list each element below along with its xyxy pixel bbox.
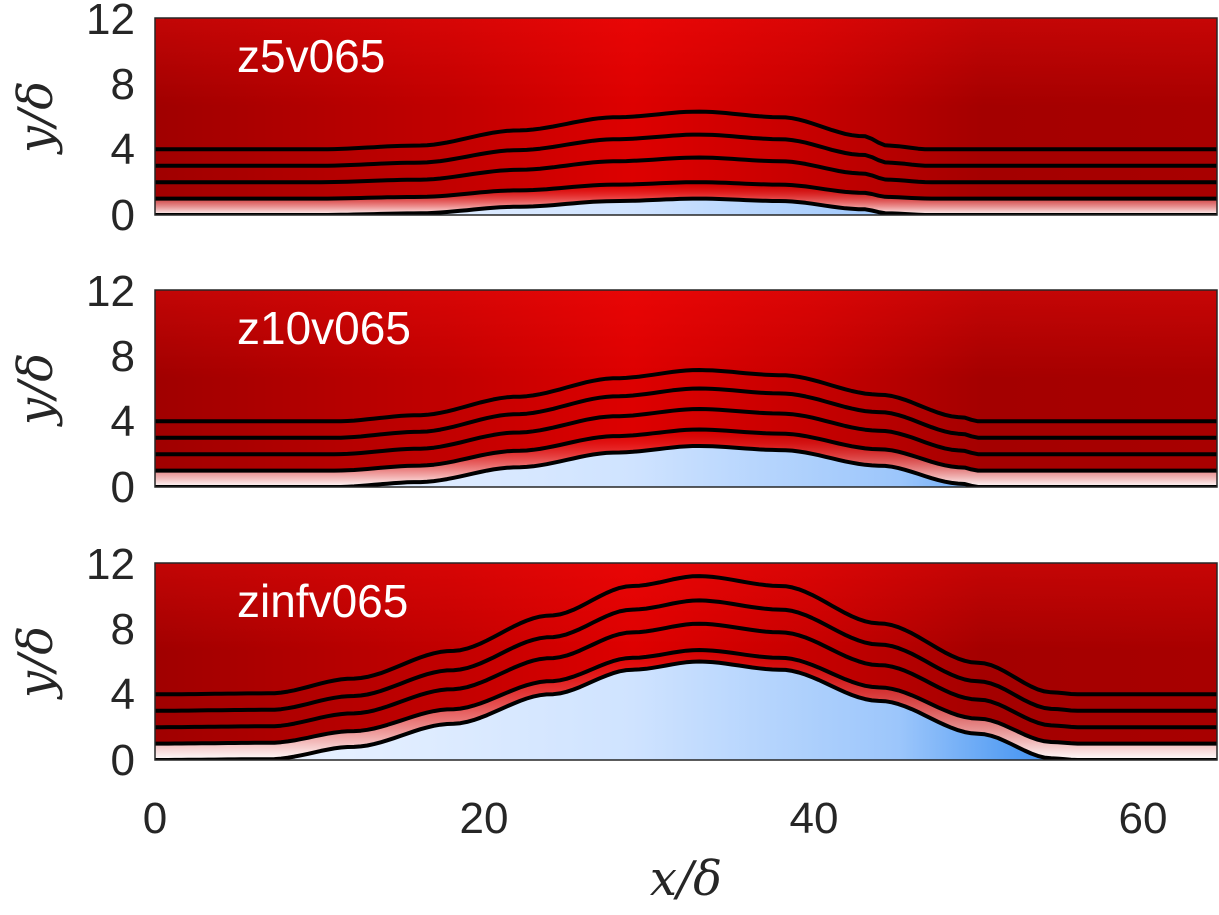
streamline	[155, 386, 1217, 440]
y-tick-label: 4	[111, 397, 135, 446]
streamline	[155, 407, 1217, 457]
shear-layer	[155, 431, 1217, 487]
streamline	[155, 621, 1217, 730]
streamline	[155, 155, 1217, 185]
panel-label: z10v065	[237, 302, 411, 354]
y-axis: 0 4 8 12	[86, 0, 135, 240]
streamline	[155, 180, 1217, 201]
axes-frame	[154, 289, 1218, 488]
streamline	[155, 427, 1217, 473]
streamlines	[155, 109, 1217, 215]
y-tick-label: 8	[111, 605, 135, 654]
streamlines	[155, 574, 1217, 760]
y-tick-label: 4	[111, 125, 135, 174]
reverse-flow-region	[155, 661, 1217, 760]
y-tick-label: 0	[111, 736, 135, 785]
separation-line	[155, 444, 1217, 487]
panel-z5v065: 0 4 8 12 y/δ z5v065	[8, 0, 1218, 240]
reverse-flow-region	[155, 198, 1217, 215]
y-axis: 0 4 8 12	[86, 540, 135, 785]
y-tick-label: 0	[111, 191, 135, 240]
shear-layer	[155, 183, 1217, 215]
y-tick-label: 8	[111, 332, 135, 381]
streamline	[155, 648, 1217, 746]
panel-zinfv065: 0 4 8 12 y/δ zinfv065 0 20 40 60 x/δ	[8, 540, 1218, 907]
streamline	[155, 598, 1217, 713]
y-axis: 0 4 8 12	[86, 267, 135, 512]
reverse-flow-region	[155, 446, 1217, 487]
panel-z10v065: 0 4 8 12 y/δ z10v065	[8, 267, 1218, 512]
y-tick-label: 12	[86, 267, 135, 316]
y-tick-label: 8	[111, 60, 135, 109]
axes-frame	[154, 562, 1218, 761]
panel-label: zinfv065	[237, 575, 408, 627]
shear-layer	[155, 646, 1217, 760]
x-tick-label: 40	[790, 794, 839, 843]
separation-line	[155, 659, 1217, 760]
y-tick-label: 12	[86, 0, 135, 44]
streamlines	[155, 368, 1217, 487]
y-axis-label: y/δ	[8, 626, 64, 700]
y-axis-label: y/δ	[8, 353, 64, 427]
panel-label: z5v065	[237, 30, 385, 82]
x-tick-label: 0	[143, 794, 167, 843]
streamline	[155, 132, 1217, 168]
axes-frame	[154, 17, 1218, 216]
streamline	[155, 368, 1217, 424]
x-tick-label: 60	[1119, 794, 1168, 843]
x-axis: 0 20 40 60	[143, 794, 1168, 843]
y-axis-label: y/δ	[8, 81, 64, 155]
y-tick-label: 0	[111, 463, 135, 512]
y-tick-label: 4	[111, 670, 135, 719]
streamline	[155, 109, 1217, 152]
y-tick-label: 12	[86, 540, 135, 589]
x-axis-label: x/δ	[650, 851, 722, 907]
streamline	[155, 574, 1217, 697]
x-tick-label: 20	[460, 794, 509, 843]
